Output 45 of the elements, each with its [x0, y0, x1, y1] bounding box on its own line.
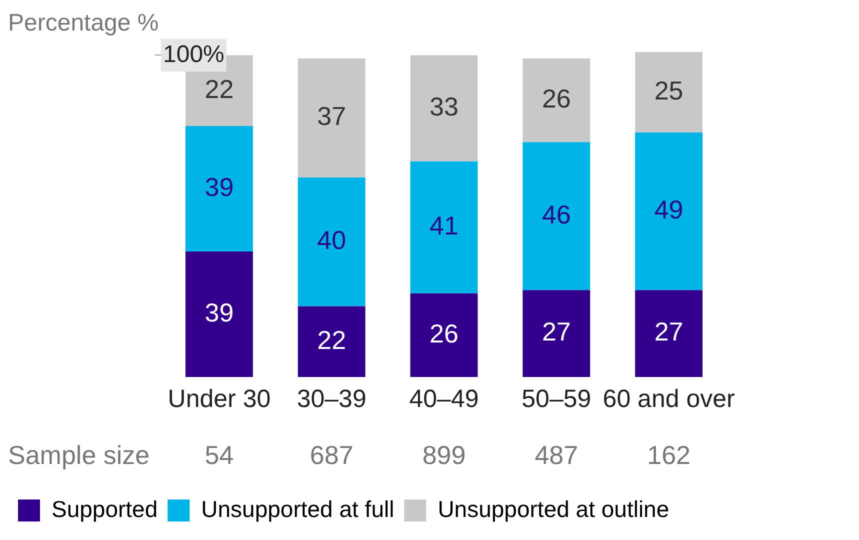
data-label: 40	[317, 225, 346, 256]
text: 687	[310, 440, 354, 470]
data-label: 33	[430, 91, 458, 122]
text: 162	[647, 440, 690, 470]
bar	[635, 132, 703, 290]
data-label: 46	[542, 199, 571, 230]
x-tick-label: 30–39	[296, 384, 366, 413]
data-label: 26	[430, 318, 458, 348]
bar	[522, 142, 590, 290]
x-tick-label: 40–49	[409, 384, 479, 413]
data-label: 49	[654, 194, 684, 224]
data-label: 41	[430, 210, 458, 241]
text: Sample size	[8, 440, 150, 470]
data-label: 27	[654, 316, 684, 347]
bar	[298, 306, 366, 377]
bar	[522, 58, 590, 142]
text: 54	[204, 440, 234, 470]
data-label: 22	[317, 324, 346, 355]
data-label: 39	[204, 297, 234, 328]
bar	[410, 161, 478, 294]
legend-label: Unsupported at full	[201, 496, 394, 522]
x-tick-label: Under 30	[168, 384, 271, 413]
y-axis-title: Percentage %	[8, 10, 159, 37]
bar	[635, 52, 703, 132]
text: 487	[534, 440, 578, 470]
data-label: 39	[204, 172, 234, 202]
data-label: 22	[204, 74, 234, 104]
bar	[298, 58, 366, 178]
x-tick-label: 60 and over	[602, 384, 735, 413]
data-label: 26	[542, 83, 571, 114]
bar	[185, 252, 253, 377]
bar	[635, 290, 703, 377]
data-label: 37	[317, 101, 346, 132]
text: 899	[422, 440, 466, 470]
data-label: 25	[654, 75, 684, 106]
bar	[410, 293, 478, 377]
x-tick-label: 50–59	[522, 384, 592, 413]
bar	[185, 126, 253, 252]
bar	[522, 290, 590, 377]
legend-label: Supported	[52, 496, 158, 522]
y-tick-label: 100%	[163, 40, 224, 68]
bar	[298, 177, 366, 306]
data-label: 27	[542, 316, 571, 347]
legend-label: Unsupported at outline	[438, 496, 670, 522]
bar	[410, 55, 478, 162]
